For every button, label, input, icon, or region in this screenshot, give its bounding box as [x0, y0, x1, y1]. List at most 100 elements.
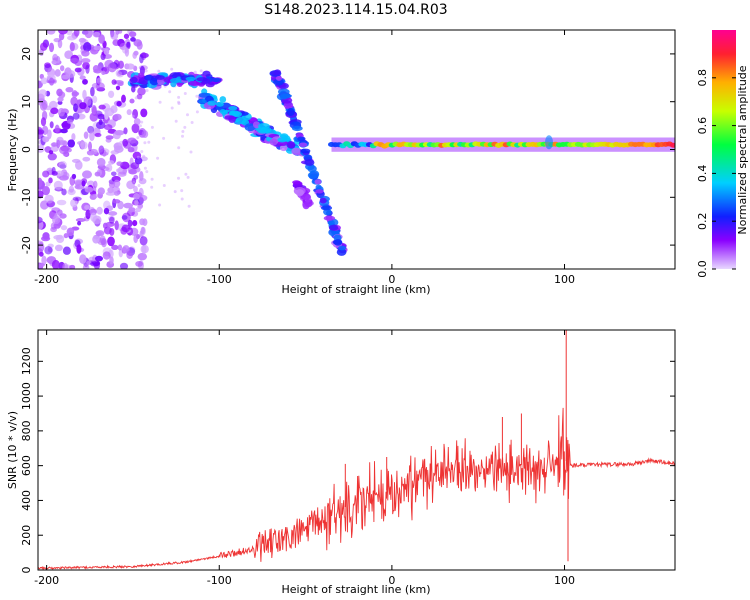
noise-blob	[186, 113, 189, 117]
spectrogram-marks	[38, 30, 675, 269]
noise-blob	[145, 89, 149, 92]
chart-title: S148.2023.114.15.04.R03	[264, 2, 447, 18]
noise-blob	[56, 199, 67, 206]
steep-band-blob	[298, 142, 308, 148]
noise-blob	[126, 41, 131, 48]
noise-blob	[141, 130, 149, 138]
noise-blob	[51, 170, 58, 176]
noise-blob	[74, 67, 82, 73]
noise-blob	[121, 215, 128, 220]
x-tick-label: -200	[34, 574, 59, 587]
colorbar-gradient	[712, 30, 736, 269]
noise-blob	[84, 186, 94, 193]
noise-blob	[132, 220, 138, 227]
descending-band-blob	[279, 144, 288, 152]
upper-band-blob	[169, 77, 181, 84]
noise-blob	[57, 39, 63, 49]
noise-blob	[84, 204, 90, 210]
steep-band-blob	[338, 245, 347, 251]
noise-blob	[98, 145, 105, 155]
colorbar-tick-label: 0.6	[696, 117, 709, 135]
x-tick-label: -100	[207, 574, 232, 587]
noise-blob	[58, 175, 69, 181]
noise-blob	[93, 180, 98, 189]
noise-blob	[109, 256, 114, 265]
noise-blob	[150, 185, 154, 189]
noise-blob	[144, 69, 148, 73]
noise-blob	[97, 187, 105, 195]
noise-blob	[139, 236, 148, 246]
carrier-burst	[545, 135, 553, 150]
noise-blob	[123, 33, 130, 39]
noise-blob	[112, 199, 121, 204]
noise-blob	[140, 177, 144, 181]
noise-blob	[184, 172, 188, 176]
spectrogram-ylabel: Frequency (Hz)	[6, 109, 19, 192]
noise-blob	[131, 123, 140, 134]
colorbar: 0.0 0.2 0.4 0.6 0.8 Normalized spectral ampl…	[696, 30, 749, 278]
noise-blob	[111, 244, 119, 251]
noise-blob	[57, 107, 65, 117]
noise-blob	[140, 226, 145, 235]
noise-blob	[82, 89, 87, 100]
noise-blob	[73, 179, 84, 186]
steep-band-blob	[304, 159, 315, 166]
noise-blob	[71, 133, 76, 141]
noise-blob	[107, 211, 118, 216]
noise-blob	[134, 198, 139, 207]
descending-band-blob	[258, 123, 270, 130]
noise-blob	[132, 180, 135, 184]
noise-blob	[64, 50, 74, 59]
noise-blob	[63, 233, 69, 239]
noise-blob	[89, 131, 95, 142]
noise-blob	[42, 170, 50, 178]
noise-blob	[170, 106, 174, 110]
noise-blob	[139, 54, 144, 64]
steep-band-blob	[307, 165, 317, 173]
noise-blob	[133, 118, 141, 126]
noise-blob	[177, 95, 181, 99]
y-tick-label: 800	[20, 420, 33, 441]
noise-blob	[95, 82, 105, 90]
noise-blob	[129, 98, 135, 104]
noise-blob	[84, 30, 93, 39]
noise-blob	[68, 185, 75, 193]
noise-blob	[129, 227, 139, 236]
descending-band-blob	[207, 100, 217, 106]
y-tick-label: 1000	[20, 382, 33, 410]
snr-series-line	[38, 407, 675, 570]
noise-blob	[181, 134, 184, 138]
steep-band-blob	[315, 189, 324, 194]
noise-blob	[47, 129, 52, 140]
upper-band-blob	[202, 70, 211, 77]
descending-band-blob	[224, 115, 236, 120]
noise-blob	[123, 202, 134, 209]
upper-band-blob	[205, 82, 215, 88]
snr-marks	[38, 330, 675, 570]
noise-blob	[42, 185, 50, 196]
y-tick-label: 400	[20, 490, 33, 511]
noise-blob	[70, 198, 78, 208]
noise-blob	[190, 121, 194, 124]
y-tick-label: -10	[20, 188, 33, 206]
noise-blob	[79, 254, 87, 264]
noise-blob	[59, 213, 67, 219]
noise-blob	[186, 175, 190, 179]
steep-band-blob	[297, 136, 305, 142]
y-tick-label: 10	[20, 95, 33, 109]
noise-blob	[50, 226, 57, 233]
noise-blob	[75, 217, 86, 223]
noise-blob	[157, 69, 161, 73]
noise-blob	[92, 235, 100, 244]
noise-blob	[193, 70, 197, 74]
upper-band-blob	[210, 77, 222, 82]
noise-blob	[55, 170, 64, 177]
noise-blob	[180, 197, 184, 201]
noise-blob	[102, 251, 111, 260]
noise-blob	[177, 146, 181, 150]
noise-blob	[138, 124, 142, 128]
noise-blob	[81, 180, 86, 187]
